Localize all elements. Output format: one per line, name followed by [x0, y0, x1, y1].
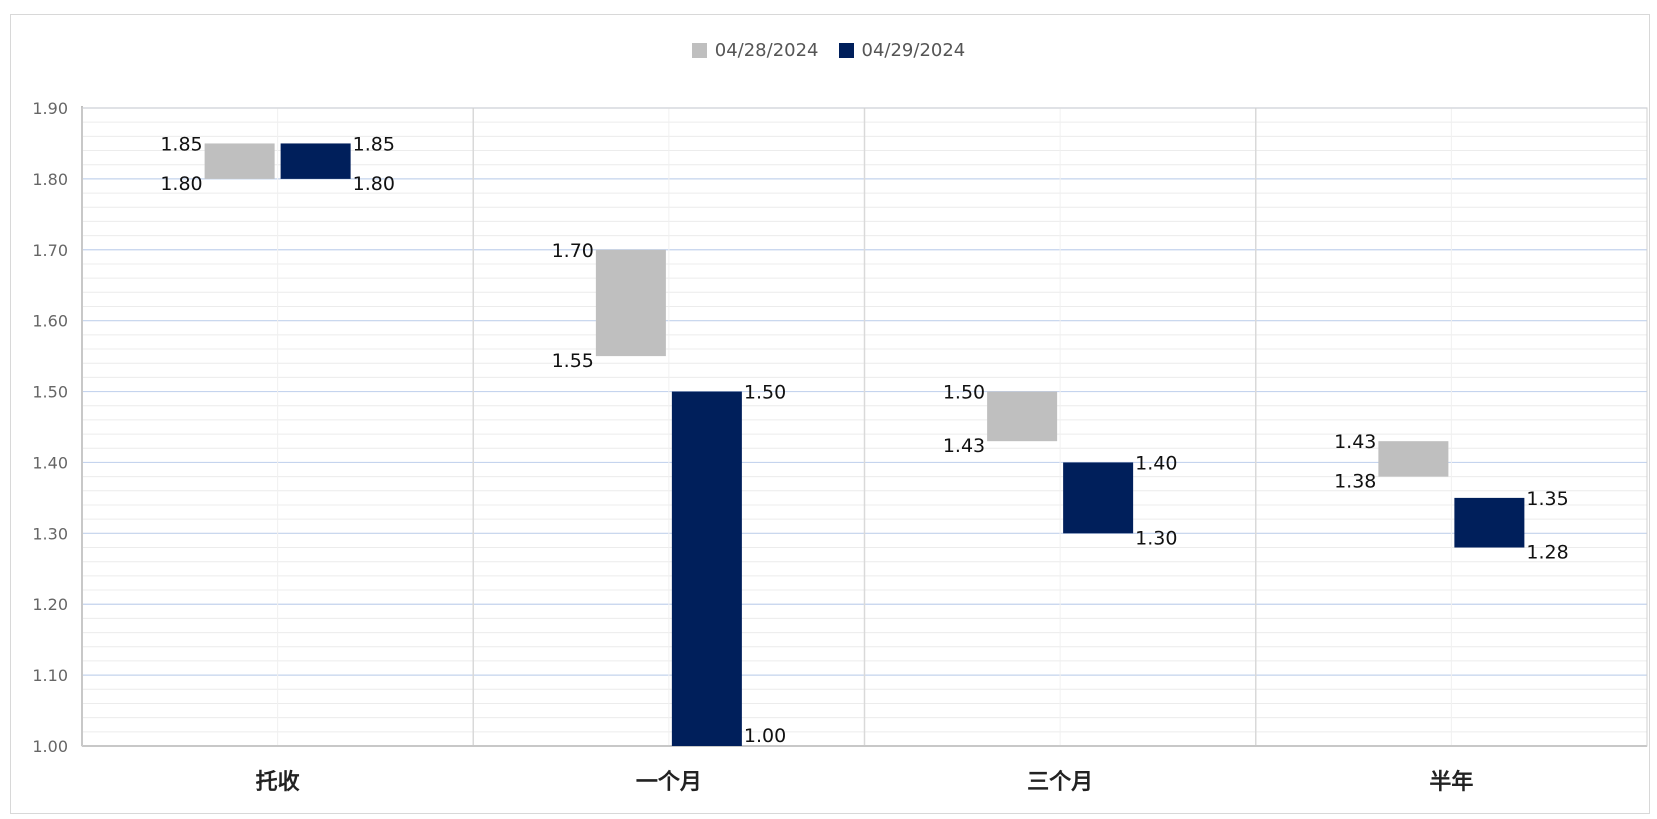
bar-1-4[interactable]: [1378, 441, 1449, 477]
y-tick-label: 1.90: [32, 99, 68, 118]
bar-1-3[interactable]: [987, 391, 1058, 442]
y-tick-label: 1.70: [32, 241, 68, 260]
data-label-high: 1.40: [1135, 452, 1177, 474]
x-category-label: 三个月: [1027, 770, 1093, 795]
legend-label-series-2: 04/29/2024: [861, 40, 966, 61]
bar-2-3[interactable]: [1063, 462, 1134, 534]
y-tick-label: 1.60: [32, 312, 68, 331]
bar-2-4[interactable]: [1454, 497, 1525, 548]
bar-2-2[interactable]: [671, 391, 742, 746]
data-label-low: 1.55: [552, 350, 594, 372]
x-category-label: 托收: [256, 769, 300, 795]
y-tick-label: 1.50: [32, 383, 68, 402]
data-label-high: 1.50: [943, 382, 985, 404]
y-tick-label: 1.80: [32, 170, 68, 189]
y-tick-label: 1.10: [32, 666, 68, 685]
data-label-low: 1.28: [1526, 542, 1568, 564]
data-label-low: 1.43: [943, 435, 985, 457]
x-category-label: 半年: [1429, 769, 1473, 795]
x-category-label: 一个月: [636, 770, 702, 795]
bar-2-1[interactable]: [280, 143, 351, 179]
data-label-high: 1.70: [552, 240, 594, 262]
data-label-low: 1.38: [1334, 471, 1376, 493]
y-tick-label: 1.20: [32, 595, 68, 614]
legend-item-series-2[interactable]: 04/29/2024: [838, 40, 966, 61]
data-label-low: 1.00: [744, 725, 786, 747]
bar-1-2[interactable]: [595, 249, 666, 357]
y-tick-label: 1.00: [32, 737, 68, 756]
data-label-low: 1.80: [160, 173, 202, 195]
y-tick-label: 1.30: [32, 524, 68, 543]
bar-1-1[interactable]: [204, 143, 275, 179]
data-label-high: 1.85: [160, 133, 202, 155]
data-label-high: 1.85: [353, 133, 395, 155]
data-label-low: 1.80: [353, 173, 395, 195]
legend-label-series-1: 04/28/2024: [714, 40, 819, 61]
legend-swatch-series-2: [838, 43, 854, 58]
data-label-low: 1.30: [1135, 527, 1177, 549]
legend-item-series-1[interactable]: 04/28/2024: [691, 40, 819, 61]
y-tick-label: 1.40: [32, 453, 68, 472]
plot-border: [81, 107, 1648, 747]
data-label-high: 1.43: [1334, 431, 1376, 453]
data-label-high: 1.50: [744, 382, 786, 404]
legend: 04/28/2024 04/29/2024: [0, 40, 1657, 61]
data-label-high: 1.35: [1526, 488, 1568, 510]
legend-swatch-series-1: [691, 43, 707, 58]
